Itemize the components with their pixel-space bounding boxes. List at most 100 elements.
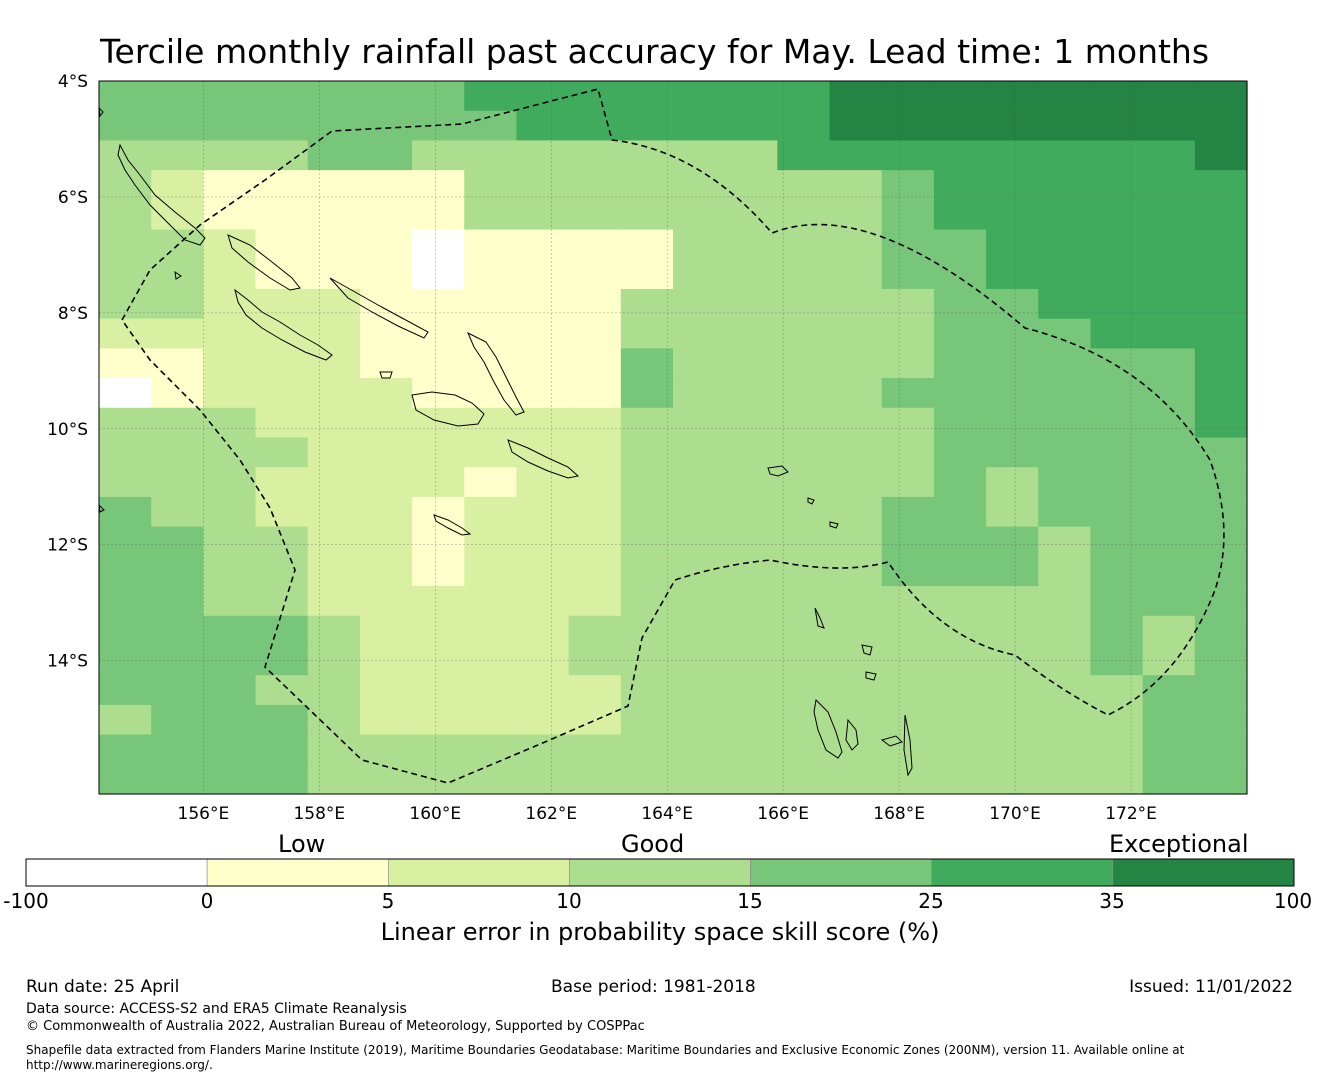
skill-cell bbox=[568, 318, 622, 349]
skill-cell bbox=[933, 288, 987, 320]
data-source: Data source: ACCESS-S2 and ERA5 Climate … bbox=[26, 1001, 407, 1017]
skill-cell bbox=[203, 229, 257, 260]
skill-cell bbox=[829, 110, 883, 142]
skill-cell bbox=[1142, 615, 1196, 647]
skill-cell bbox=[99, 288, 152, 320]
skill-cell bbox=[1038, 199, 1092, 231]
skill-cell bbox=[777, 437, 831, 468]
skill-cell bbox=[412, 526, 465, 557]
colorbar-tick: 25 bbox=[918, 889, 944, 913]
skill-cell bbox=[620, 437, 674, 468]
skill-cell bbox=[255, 734, 309, 765]
longitude-labels: 156°E 158°E 160°E 162°E 164°E 166°E 168°E 170°E… bbox=[178, 804, 1157, 824]
skill-cell bbox=[1194, 764, 1248, 795]
skill-cell bbox=[255, 378, 309, 409]
skill-cell bbox=[725, 675, 778, 706]
skill-cell bbox=[1142, 526, 1196, 557]
skill-cell bbox=[620, 586, 674, 617]
colorbar-label: Linear error in probability space skill … bbox=[380, 918, 940, 946]
skill-cell bbox=[881, 437, 935, 468]
colorbar-word-exceptional: Exceptional bbox=[1109, 830, 1249, 858]
skill-cell bbox=[151, 318, 204, 349]
skill-cell bbox=[673, 170, 726, 201]
skill-cell bbox=[725, 615, 778, 647]
skill-cell bbox=[829, 170, 883, 201]
skill-cell bbox=[1038, 704, 1092, 736]
skill-cell bbox=[725, 407, 778, 439]
skill-cell bbox=[568, 407, 622, 439]
skill-cell bbox=[151, 140, 204, 171]
skill-cell bbox=[1142, 467, 1196, 498]
skill-cell bbox=[1090, 288, 1144, 320]
skill-cell bbox=[986, 259, 1039, 290]
skill-cell bbox=[673, 81, 726, 112]
skill-cell bbox=[516, 496, 570, 528]
island-shortland bbox=[174, 270, 182, 280]
skill-cell bbox=[307, 140, 361, 171]
skill-cell bbox=[933, 556, 987, 587]
skill-cell bbox=[829, 378, 883, 409]
skill-cell bbox=[203, 437, 257, 468]
skill-cell bbox=[986, 496, 1039, 528]
skill-cell bbox=[151, 704, 204, 736]
skill-cell bbox=[1038, 496, 1092, 528]
skill-cell bbox=[1090, 199, 1144, 231]
skill-cell bbox=[203, 259, 257, 290]
skill-cell bbox=[620, 467, 674, 498]
skill-cell bbox=[568, 586, 622, 617]
skill-cell bbox=[516, 556, 570, 587]
skill-cell bbox=[99, 318, 152, 349]
colorbar-segment bbox=[387, 858, 570, 887]
skill-cell bbox=[881, 81, 935, 112]
skill-cell bbox=[464, 288, 518, 320]
island-new-georgia bbox=[234, 288, 333, 361]
skill-cell bbox=[1194, 288, 1248, 320]
longitude-tick-label: 160°E bbox=[409, 804, 461, 824]
skill-cell bbox=[464, 675, 518, 706]
skill-cell bbox=[412, 734, 465, 765]
copyright: © Commonwealth of Australia 2022, Austra… bbox=[26, 1019, 645, 1034]
skill-cell bbox=[881, 140, 935, 171]
skill-cell bbox=[777, 407, 831, 439]
skill-cell bbox=[725, 318, 778, 349]
skill-cell bbox=[1142, 704, 1196, 736]
skill-cell bbox=[255, 526, 309, 557]
longitude-tick-label: 170°E bbox=[989, 804, 1041, 824]
skill-cell bbox=[1142, 81, 1196, 112]
skill-cell bbox=[359, 556, 413, 587]
skill-cell bbox=[829, 140, 883, 171]
skill-cell bbox=[412, 675, 465, 706]
skill-cell bbox=[1194, 734, 1248, 765]
skill-cell bbox=[933, 110, 987, 142]
skill-cell bbox=[829, 526, 883, 557]
island-treasury bbox=[379, 371, 393, 379]
skill-cell bbox=[725, 170, 778, 201]
skill-cell bbox=[725, 81, 778, 112]
skill-cell bbox=[412, 348, 465, 379]
skill-cell bbox=[203, 734, 257, 765]
skill-cell bbox=[777, 110, 831, 142]
skill-cell bbox=[1090, 81, 1144, 112]
skill-cell bbox=[777, 81, 831, 112]
skill-cell bbox=[620, 259, 674, 290]
skill-cell bbox=[412, 259, 465, 290]
skill-cell bbox=[1090, 437, 1144, 468]
skill-cell bbox=[516, 437, 570, 468]
skill-cell bbox=[1090, 556, 1144, 587]
skill-cell bbox=[1194, 704, 1248, 736]
map-frame bbox=[98, 80, 1248, 795]
skill-cell bbox=[829, 348, 883, 379]
skill-cell bbox=[1090, 407, 1144, 439]
skill-cell bbox=[1090, 110, 1144, 142]
skill-cell bbox=[673, 229, 726, 260]
skill-cell bbox=[673, 556, 726, 587]
skill-cell bbox=[986, 734, 1039, 765]
skill-cell bbox=[829, 764, 883, 795]
skill-cell bbox=[151, 110, 204, 142]
skill-cell bbox=[777, 675, 831, 706]
skill-cell bbox=[255, 496, 309, 528]
skill-cell bbox=[99, 526, 152, 557]
skill-cell bbox=[1142, 318, 1196, 349]
skill-cell bbox=[725, 259, 778, 290]
island-tikopia bbox=[829, 521, 839, 529]
